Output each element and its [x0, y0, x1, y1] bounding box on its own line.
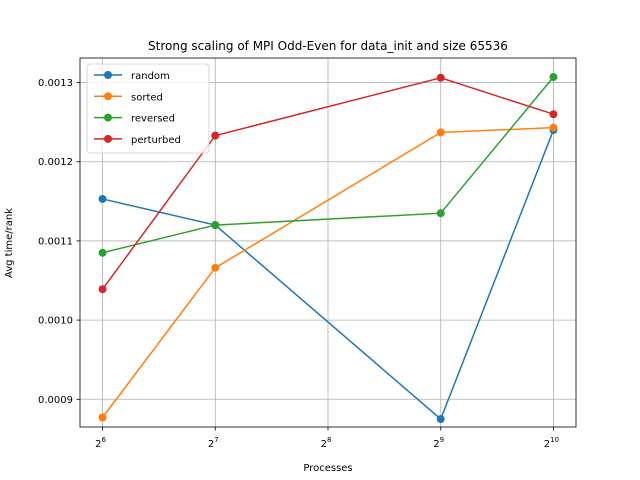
y-tick-label: 0.0009: [38, 395, 73, 406]
data-point-perturbed: [211, 131, 220, 140]
legend-marker: [104, 113, 112, 122]
legend-item-reversed: reversed: [94, 113, 175, 125]
x-tick-label: 29: [433, 436, 444, 450]
legend-marker: [104, 134, 112, 143]
series-line-reversed: [102, 76, 555, 254]
legend-box: [86, 63, 210, 154]
data-point-sorted: [98, 413, 107, 422]
y-tick-label: 0.0010: [38, 316, 73, 327]
series-reversed: [98, 73, 558, 257]
data-point-sorted: [549, 123, 558, 132]
y-axis-label: Avg time/rank: [4, 208, 15, 278]
y-tick-label: 0.0012: [38, 157, 73, 168]
series-perturbed: [98, 73, 558, 294]
data-point-random: [436, 415, 445, 424]
x-tick-label: 28: [321, 436, 332, 450]
legend-marker: [104, 92, 112, 101]
legend-label: sorted: [131, 92, 163, 103]
data-point-perturbed: [436, 73, 445, 82]
chart-title: Strong scaling of MPI Odd-Even for data_…: [148, 39, 508, 53]
legend-label: reversed: [131, 114, 175, 125]
data-point-perturbed: [549, 110, 558, 119]
legend-label: random: [131, 71, 170, 82]
data-point-reversed: [436, 209, 445, 218]
data-point-perturbed: [98, 285, 107, 294]
series-line-perturbed: [101, 77, 554, 290]
series-line-sorted: [101, 126, 554, 418]
series-sorted: [98, 123, 558, 422]
data-point-sorted: [211, 263, 220, 272]
legend-item-sorted: sorted: [94, 92, 163, 103]
x-tick-label: 27: [208, 436, 219, 450]
data-point-sorted: [436, 128, 445, 137]
legend-item-perturbed: perturbed: [94, 134, 181, 146]
legend-item-random: random: [94, 71, 170, 82]
y-tick-label: 0.0013: [38, 78, 73, 89]
grid-lines: [80, 58, 576, 427]
legend-label: perturbed: [131, 135, 181, 146]
legend-marker: [104, 71, 112, 79]
x-axis: 26 27 28 29 210: [95, 427, 559, 450]
y-tick-label: 0.0011: [38, 236, 73, 247]
series-layer: [98, 73, 558, 424]
y-axis: 0.0009 0.0010 0.0011 0.0012 0.0013: [38, 78, 80, 406]
x-tick-label: 26: [95, 436, 106, 450]
data-point-reversed: [549, 73, 558, 82]
x-axis-label: Processes: [303, 463, 352, 474]
data-point-reversed: [98, 248, 107, 257]
x-tick-label: 210: [544, 436, 559, 450]
data-point-reversed: [211, 221, 220, 230]
legend: random sorted reversed perturbed: [86, 63, 210, 154]
data-point-random: [98, 194, 107, 203]
